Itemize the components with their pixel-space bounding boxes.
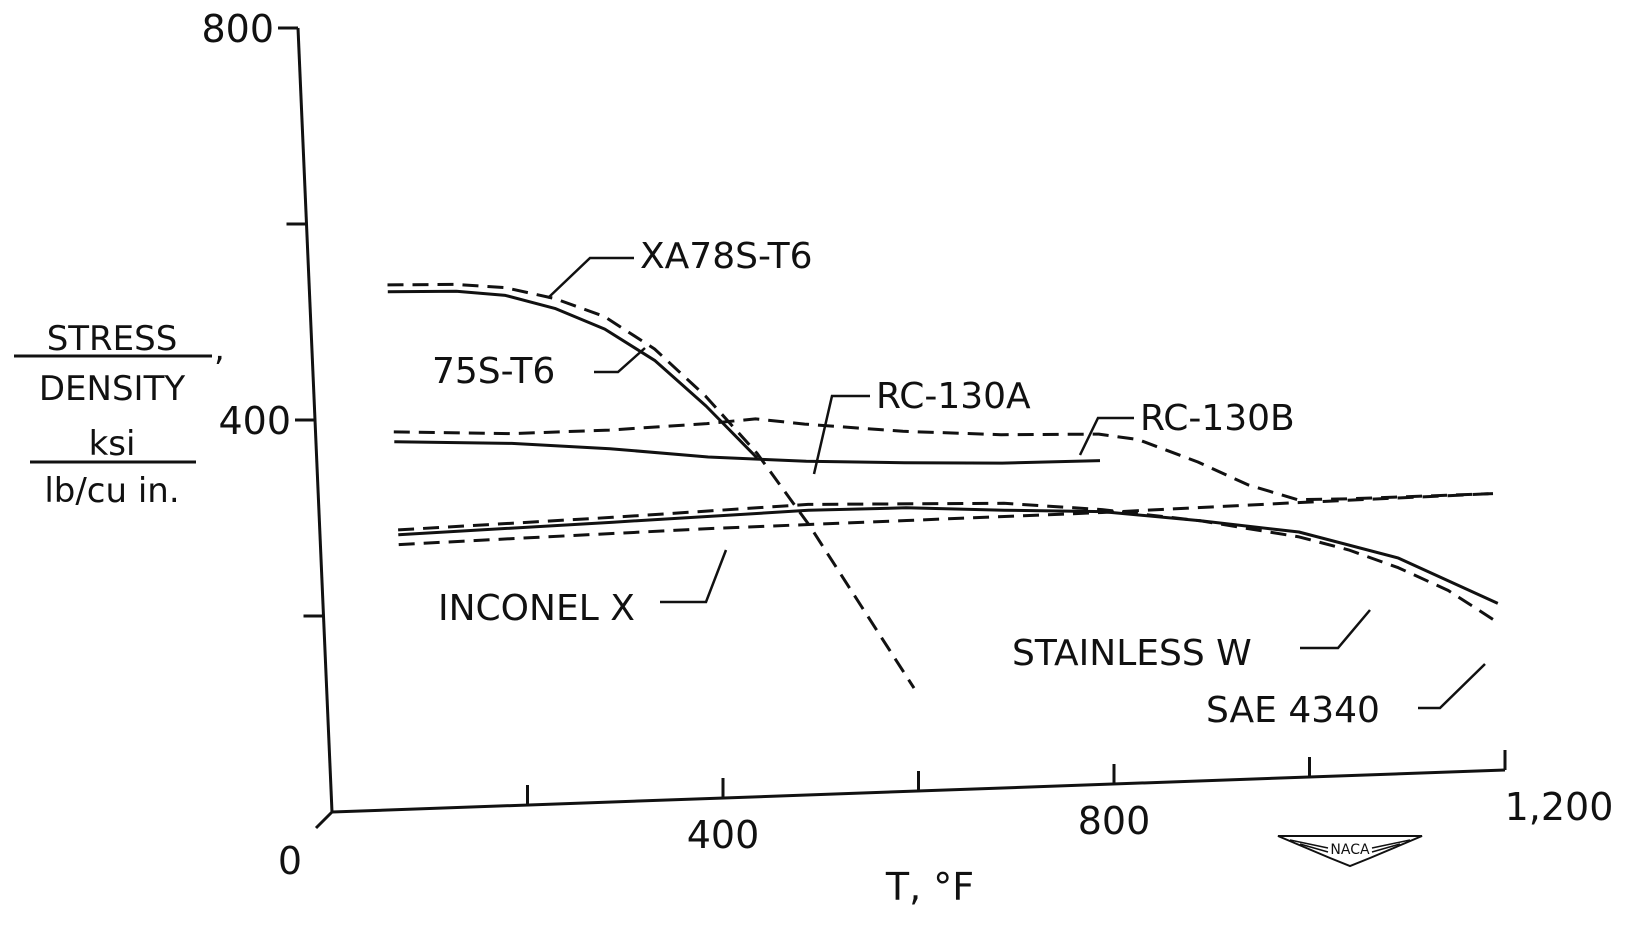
series-line-stainless-w [398,506,1499,605]
y-axis-label: STRESS , DENSITY ksi lb/cu in. [14,319,225,511]
naca-logo: NACA [1277,835,1423,868]
series-label-rc-130a: RC-130A [876,376,1031,417]
y-label-density: DENSITY [39,369,185,409]
x-axis-title: T, °F [885,865,974,909]
y-tick-label: 800 [201,7,274,51]
series-line-xa78s-t6 [387,282,916,689]
series-line-rc-130a [394,440,1101,465]
series-line-rc-130b [393,417,1494,502]
series-label-rc-130b: RC-130B [1140,398,1295,439]
series-group [387,282,1500,689]
y-tick-label: 400 [218,399,291,443]
y-label-units: lb/cu in. [44,471,179,511]
series-label-75s-t6: 75S-T6 [432,351,555,392]
leader-line [812,394,870,475]
naca-logo-text: NACA [1330,842,1370,858]
x-tick-label: 1,200 [1505,785,1614,829]
leader-line [547,256,634,299]
naca-wing-feathers [1289,839,1411,853]
series-line-inconel-x [398,492,1494,547]
series-line-sae-4340 [398,501,1500,625]
leader-line [594,347,646,374]
series-label-xa78s-t6: XA78S-T6 [640,236,813,277]
x-tick-label: 800 [1078,799,1151,843]
series-label-inconel-x: INCONEL X [438,588,635,629]
naca-wings-shape [1277,835,1423,868]
x-tick-label: 0 [278,839,302,883]
series-line-75s-t6 [387,289,759,460]
origin-stub [314,810,334,830]
series-label-stainless-w: STAINLESS W [1012,633,1252,674]
y-label-stress: STRESS [47,319,178,359]
x-tick-label: 400 [687,813,760,857]
leader-line [1300,609,1371,650]
axis-ticks: 0 400 800 1,200 400 800 [201,7,1613,883]
series-label-sae-4340: SAE 4340 [1206,690,1380,731]
y-label-comma: , [214,329,225,369]
leader-line [660,549,728,604]
leader-line [1078,416,1134,456]
leader-line [1418,663,1486,710]
y-label-ksi: ksi [89,424,136,464]
series-labels: XA78S-T6 75S-T6 RC-130A RC-130B INCONEL X STA… [432,236,1486,731]
